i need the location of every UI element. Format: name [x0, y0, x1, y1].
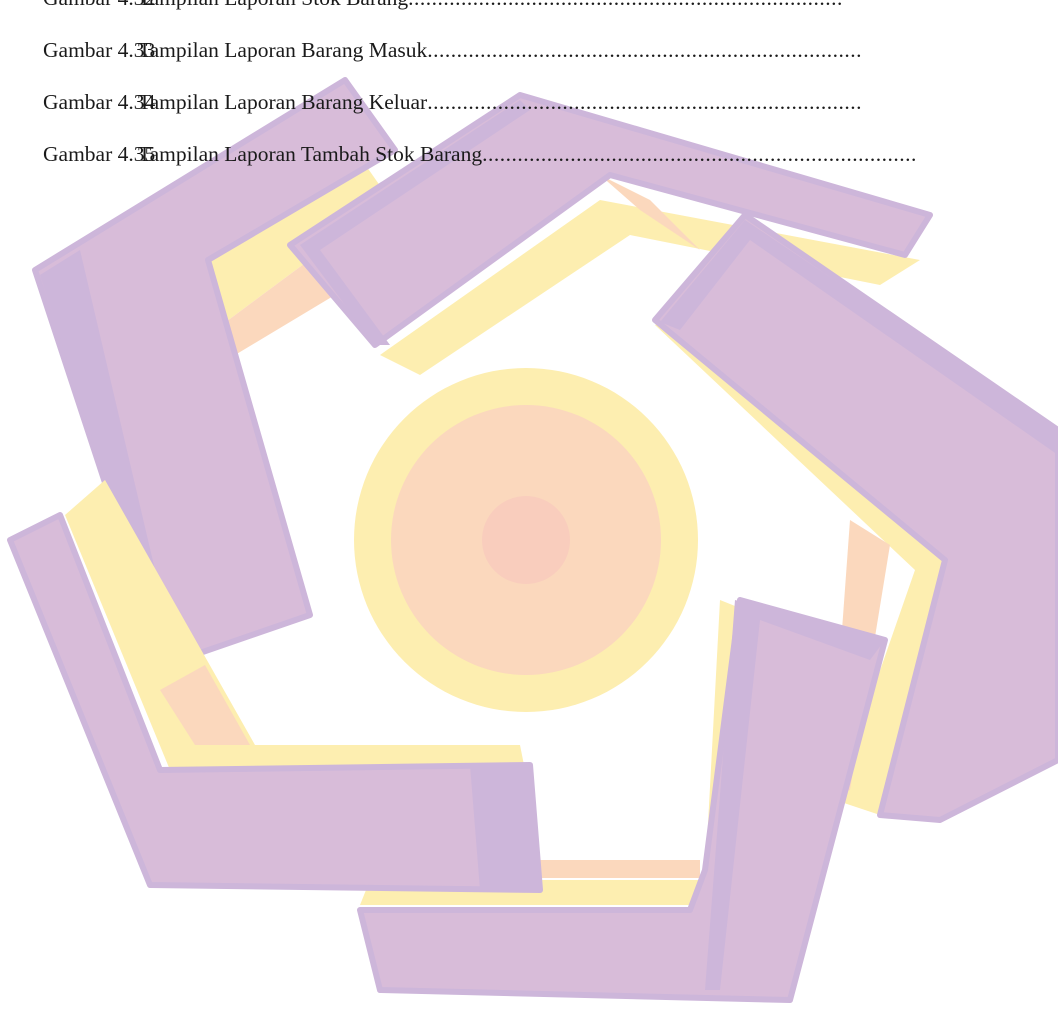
figure-number: Gambar 4.33	[43, 38, 156, 62]
toc-entry[interactable]: Gambar 4.34Tampilan Laporan Barang Kelua…	[43, 87, 1058, 117]
figure-title: Tampilan Laporan Barang Keluar	[138, 90, 428, 114]
figure-number: Gambar 4.35	[43, 142, 156, 166]
figure-number: Gambar 4.32	[43, 0, 155, 13]
figure-number: Gambar 4.34	[43, 90, 156, 114]
toc-entry[interactable]: Gambar 4.33Tampilan Laporan Barang Masuk…	[43, 35, 1058, 65]
dot-leader: ........................................…	[482, 142, 917, 166]
figure-title: Tampilan Laporan Stok Barang	[138, 0, 408, 10]
toc-entry[interactable]: Gambar 4.35Tampilan Laporan Tambah Stok …	[43, 139, 1058, 169]
figure-title: Tampilan Laporan Tambah Stok Barang	[138, 142, 483, 166]
toc-entry[interactable]: Gambar 4.32Tampilan Laporan Stok Barang.…	[43, 0, 1058, 13]
dot-leader: ........................................…	[427, 38, 863, 62]
dot-leader: ........................................…	[408, 0, 843, 10]
figure-title: Tampilan Laporan Barang Masuk	[138, 38, 428, 62]
dot-leader: ........................................…	[427, 90, 862, 114]
